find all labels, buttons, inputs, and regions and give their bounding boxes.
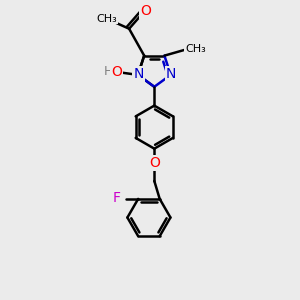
Text: H: H xyxy=(104,65,114,78)
Text: N: N xyxy=(133,67,144,81)
Text: N: N xyxy=(166,67,176,81)
Text: O: O xyxy=(140,4,151,18)
Text: CH₃: CH₃ xyxy=(96,14,117,23)
Text: O: O xyxy=(149,156,160,170)
Text: F: F xyxy=(112,191,121,205)
Text: CH₃: CH₃ xyxy=(185,44,206,54)
Text: O: O xyxy=(112,65,122,79)
